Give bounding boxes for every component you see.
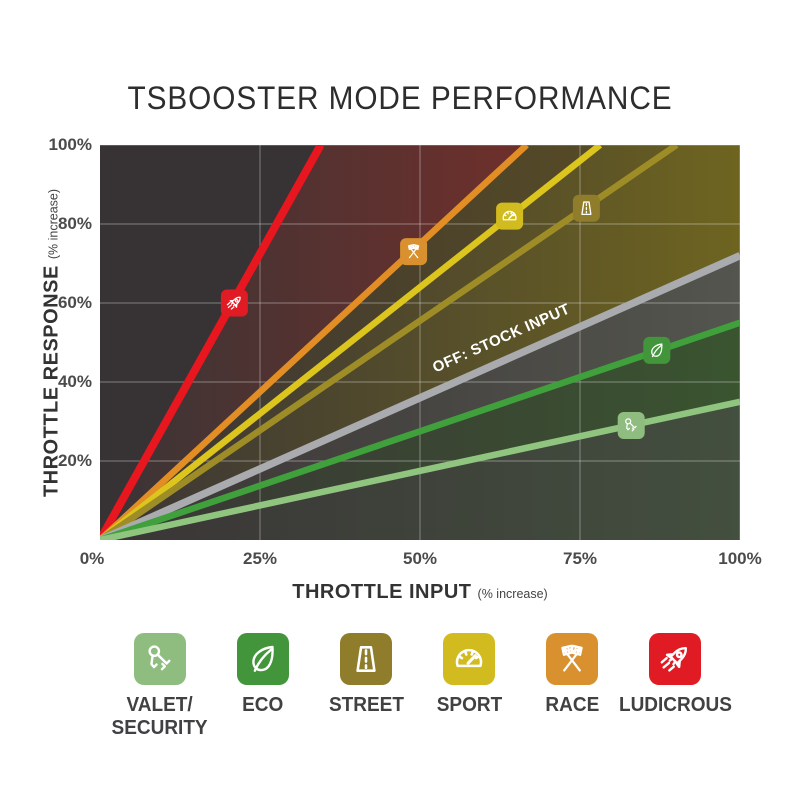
- x-axis-title-text: THROTTLE INPUT: [292, 581, 472, 603]
- road-icon: [348, 641, 384, 677]
- page-title: TSBOOSTER MODE PERFORMANCE: [127, 80, 673, 116]
- x-tick-label: 0%: [79, 549, 105, 568]
- y-tick-label: 40%: [57, 372, 92, 391]
- keys-icon: [142, 641, 178, 677]
- line-off-stock-input: [98, 252, 742, 544]
- rocket-icon: [657, 641, 693, 677]
- legend-item-valet-security: VALET/SECURITY: [112, 633, 208, 740]
- y-tick-label: 100%: [48, 135, 92, 154]
- line-eco: [98, 319, 742, 544]
- x-tick-label: 75%: [562, 549, 598, 568]
- x-axis-title: THROTTLE INPUT (% increase): [100, 581, 740, 604]
- legend-label-sport: SPORT: [436, 694, 502, 716]
- band-below-street: [100, 145, 740, 540]
- legend-badge-sport: [443, 633, 495, 685]
- gauge-icon: [451, 641, 487, 677]
- y-axis-title-text: THROTTLE RESPONSE: [40, 265, 63, 498]
- x-axis-title-sub: (% increase): [477, 587, 548, 601]
- legend-badge-valet-security: [134, 633, 186, 685]
- legend-label-valet-security: VALET/SECURITY: [111, 694, 209, 739]
- legend-badge-ludicrous: [649, 633, 701, 685]
- ludicrous-badge: [220, 289, 248, 317]
- sport-badge: [496, 202, 524, 230]
- y-tick-label: 20%: [57, 451, 92, 470]
- page-title-row: TSBOOSTER MODE PERFORMANCE: [0, 80, 800, 117]
- y-tick-label: 80%: [57, 214, 92, 233]
- legend-label-ludicrous: LUDICROUS: [618, 694, 732, 716]
- line-race: [97, 142, 529, 543]
- legend: VALET/SECURITY ECO STREET SPORT RACE LUDICROU…: [112, 633, 731, 740]
- legend-item-ludicrous: LUDICROUS: [619, 633, 731, 740]
- legend-badge-eco: [237, 633, 289, 685]
- legend-badge-race: [546, 633, 598, 685]
- chart-plot-container: OFF: STOCK INPUT: [96, 142, 742, 544]
- plot-area: OFF: STOCK INPUT: [96, 142, 742, 544]
- legend-label-eco: ECO: [242, 694, 284, 716]
- x-tick-label: 100%: [718, 549, 762, 568]
- legend-label-street: STREET: [328, 694, 404, 716]
- legend-label-race: RACE: [545, 694, 599, 716]
- legend-item-street: STREET: [323, 633, 409, 740]
- line-ludicrous: [96, 143, 325, 542]
- y-axis-title-sub: (% increase): [46, 188, 61, 260]
- legend-item-eco: ECO: [220, 633, 306, 740]
- leaf-icon: [245, 641, 281, 677]
- legend-badge-street: [340, 633, 392, 685]
- y-tick-label: 60%: [57, 293, 92, 312]
- legend-item-sport: SPORT: [426, 633, 512, 740]
- valet-security-badge: [617, 411, 645, 439]
- x-tick-label: 25%: [242, 549, 278, 568]
- legend-item-race: RACE: [529, 633, 615, 740]
- flags-icon: [554, 641, 590, 677]
- x-tick-label: 50%: [402, 549, 438, 568]
